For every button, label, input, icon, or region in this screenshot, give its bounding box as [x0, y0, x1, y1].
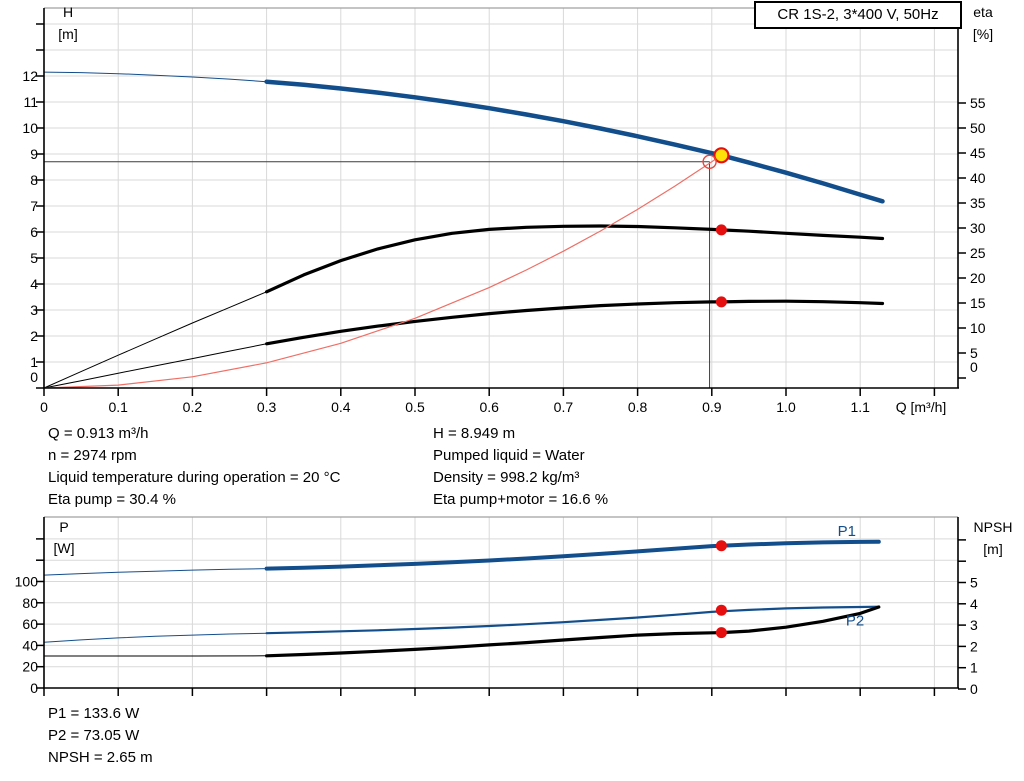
right-tick-label: 10 [970, 320, 986, 336]
left-tick-label: 100 [15, 574, 39, 590]
info-density: Density = 998.2 kg/m³ [433, 469, 580, 486]
right-tick-label: 0 [970, 681, 978, 697]
info-flow: Q = 0.913 m³/h [48, 425, 149, 442]
left-tick-label: 10 [22, 120, 38, 136]
x-axis-title: Q [m³/h] [896, 399, 947, 415]
left-tick-label: 4 [30, 276, 38, 292]
duty-info-bottom: P1 = 133.6 W P2 = 73.05 W NPSH = 2.65 m [48, 703, 153, 769]
right-tick-label: 20 [970, 270, 986, 286]
duty-point-eta-pump-motor[interactable] [715, 296, 727, 308]
p2-curve [265, 605, 880, 635]
right-tick-label: 15 [970, 295, 986, 311]
duty-point-qh[interactable] [713, 147, 730, 164]
right-tick-label: 25 [970, 245, 986, 261]
x-tick-label: 0.6 [479, 399, 499, 415]
left-axis-title: P [59, 519, 68, 535]
left-tick-label: 3 [30, 302, 38, 318]
left-axis-title: [m] [58, 26, 77, 42]
x-tick-label: 0.4 [331, 399, 351, 415]
right-tick-label: 45 [970, 145, 986, 161]
curve-label-p1: P1 [838, 523, 856, 540]
x-tick-label: 0.9 [702, 399, 722, 415]
right-tick-label: 3 [970, 617, 978, 633]
info-p2: P2 = 73.05 W [48, 727, 140, 744]
power-npsh-chart: 0 20 40 60 80 100 0 1 2 3 4 5 P [W] NPSH [m] P1 P2 [15, 516, 1013, 697]
right-tick-label: 4 [970, 596, 978, 612]
x-tick-label: 1.0 [776, 399, 796, 415]
duty-point-p1[interactable] [715, 540, 727, 552]
info-pumped-liquid: Pumped liquid = Water [433, 447, 585, 464]
left-tick-label: 80 [22, 595, 38, 611]
duty-point-eta-pump[interactable] [715, 224, 727, 236]
right-tick-label: 40 [970, 170, 986, 186]
eta-pump-motor-curve [265, 299, 885, 346]
left-tick-label: 11 [23, 94, 38, 110]
right-tick-label: 50 [970, 120, 986, 136]
left-axis-title: H [63, 4, 73, 20]
duty-info-left: Q = 0.913 m³/h n = 2974 rpm Liquid tempe… [48, 423, 340, 511]
eta-pump-curve-thin [43, 291, 268, 389]
right-tick-label: 30 [970, 220, 986, 236]
info-p1: P1 = 133.6 W [48, 705, 140, 722]
system-intersection-point[interactable] [702, 154, 717, 170]
info-npsh: NPSH = 2.65 m [48, 749, 153, 766]
eta-pump-curve [265, 224, 885, 294]
left-tick-label: 12 [22, 68, 38, 84]
right-tick-label: 35 [970, 195, 986, 211]
left-tick-label: 7 [30, 198, 38, 214]
left-tick-label: 0 [30, 369, 38, 385]
left-tick-label: 1 [30, 354, 38, 370]
x-tick-label: 0.2 [183, 399, 203, 415]
x-tick-label: 0.3 [257, 399, 277, 415]
pump-model-box: CR 1S-2, 3*400 V, 50Hz [754, 1, 962, 29]
left-tick-label: 20 [22, 659, 38, 675]
right-axis-title: [m] [983, 541, 1002, 557]
left-axis-title: [W] [54, 540, 75, 556]
x-tick-label: 0.5 [405, 399, 425, 415]
npsh-curve [265, 605, 881, 658]
info-eta-pump-motor: Eta pump+motor = 16.6 % [433, 491, 609, 508]
right-axis-title: NPSH [974, 519, 1013, 535]
right-axis-title: [%] [973, 26, 993, 42]
pump-curve-qh [264, 79, 885, 204]
right-tick-label: 55 [970, 95, 986, 111]
system-curve [43, 154, 723, 389]
p1-curve-thin [43, 568, 268, 576]
left-tick-label: 2 [30, 328, 38, 344]
pump-model-label: CR 1S-2, 3*400 V, 50Hz [777, 6, 939, 23]
info-speed: n = 2974 rpm [48, 447, 137, 464]
x-tick-label: 0 [40, 399, 48, 415]
duty-point-npsh[interactable] [715, 627, 727, 639]
left-tick-label: 8 [30, 172, 38, 188]
right-tick-label: 5 [970, 575, 978, 591]
duty-info-right: H = 8.949 m Pumped liquid = Water Densit… [433, 423, 608, 511]
left-tick-label: 6 [30, 224, 38, 240]
info-liquid-temperature: Liquid temperature during operation = 20… [48, 469, 341, 486]
left-tick-label: 60 [22, 616, 38, 632]
x-tick-label: 0.8 [628, 399, 648, 415]
right-tick-label: 5 [970, 345, 978, 361]
pump-curve-qh-thin [43, 71, 268, 83]
right-tick-label: 2 [970, 638, 978, 654]
right-tick-label: 1 [970, 660, 978, 676]
left-tick-label: 0 [30, 680, 38, 696]
info-eta-pump: Eta pump = 30.4 % [48, 491, 176, 508]
p2-curve-thin [43, 632, 268, 643]
right-axis-title: eta [973, 4, 993, 20]
curve-label-p2: P2 [846, 612, 864, 629]
left-tick-label: 9 [30, 146, 38, 162]
x-tick-label: 0.1 [108, 399, 128, 415]
right-tick-label: 0 [970, 359, 978, 375]
duty-point-p2[interactable] [715, 604, 727, 616]
left-tick-label: 5 [30, 250, 38, 266]
eta-pump-motor-curve-thin [43, 343, 268, 389]
p1-curve [264, 539, 881, 571]
x-tick-label: 1.1 [850, 399, 870, 415]
left-tick-label: 40 [22, 637, 38, 653]
info-head: H = 8.949 m [433, 425, 516, 442]
x-tick-label: 0.7 [554, 399, 574, 415]
